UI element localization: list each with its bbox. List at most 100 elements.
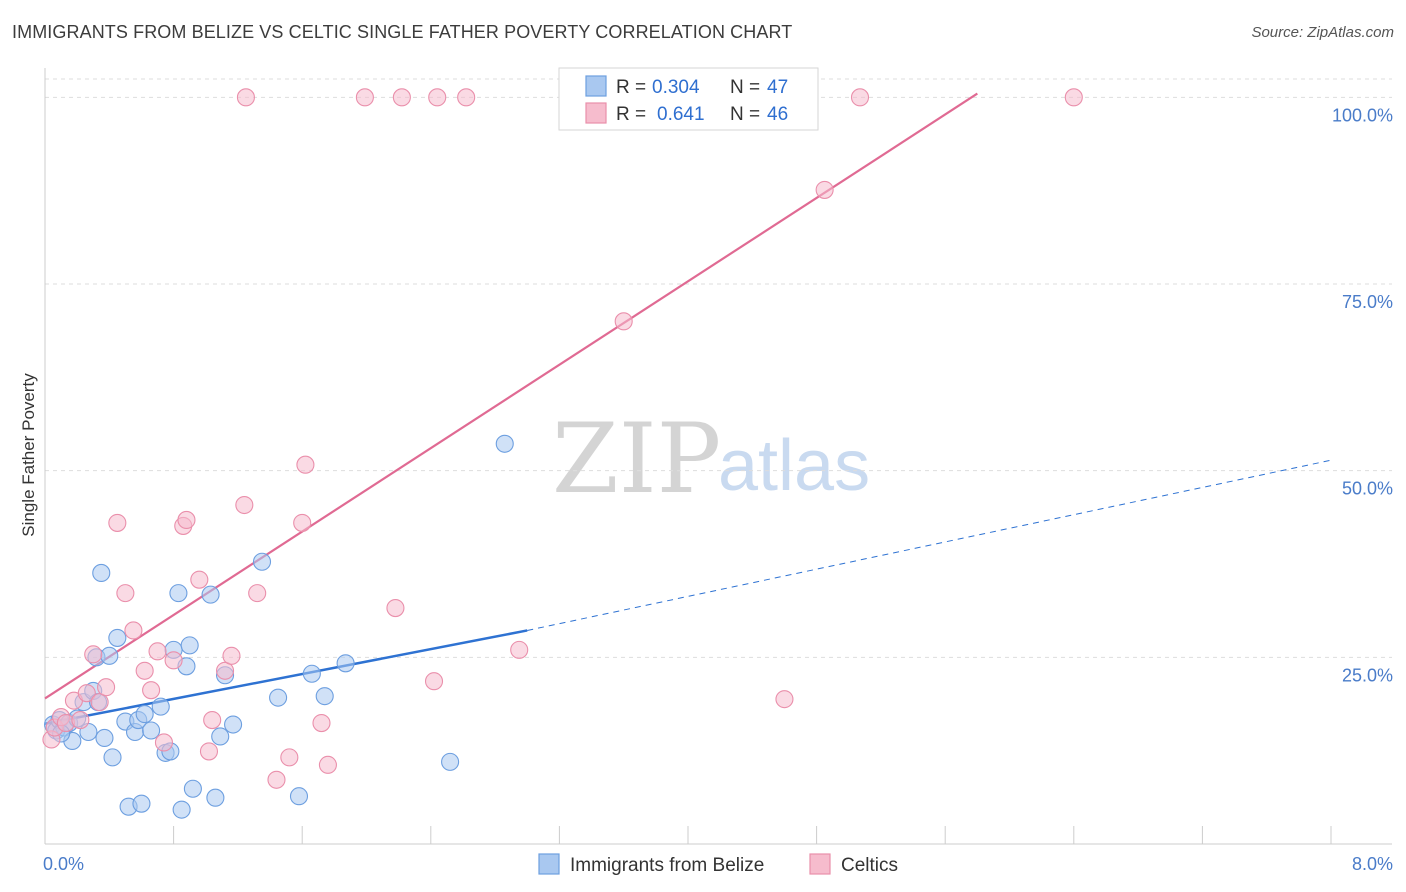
- legend-swatch-belize: [585, 75, 607, 97]
- point-celtics-21: [199, 742, 219, 761]
- legend-r-value-belize: 0.304: [652, 77, 700, 98]
- point-celtics-25: [235, 495, 254, 515]
- series-name-celtics: Celtics: [841, 855, 898, 876]
- point-celtics-40: [355, 88, 374, 107]
- point-celtics-43: [457, 88, 476, 107]
- point-belize-39: [289, 787, 309, 806]
- series-swatch-celtics: [809, 853, 831, 875]
- point-belize-44: [495, 434, 514, 453]
- point-belize-31: [183, 779, 202, 798]
- point-celtics-16: [154, 733, 174, 752]
- point-celtics-17: [164, 651, 183, 670]
- point-belize-43: [441, 752, 460, 771]
- point-belize-13: [95, 728, 114, 748]
- point-belize-41: [315, 687, 334, 706]
- legend-r-label-belize: R =: [616, 77, 646, 98]
- trend-line-celtics: [44, 92, 978, 700]
- point-celtics-29: [293, 513, 312, 532]
- point-celtics-13: [135, 661, 154, 680]
- point-celtics-30: [296, 455, 315, 474]
- point-belize-28: [172, 800, 191, 819]
- x-tick-label-1: 8.0%: [1352, 854, 1393, 874]
- point-celtics-5: [71, 711, 90, 730]
- y-tick-label-3: 100.0%: [1332, 105, 1393, 125]
- point-belize-14: [100, 646, 119, 665]
- point-belize-32: [201, 585, 220, 604]
- series-legend: Immigrants from Belize Celtics: [538, 853, 898, 876]
- point-celtics-24: [222, 646, 241, 665]
- point-belize-16: [108, 628, 127, 647]
- point-celtics-35: [510, 640, 529, 659]
- legend-n-label-belize: N =: [730, 77, 760, 98]
- source-label: Source: ZipAtlas.com: [1251, 24, 1394, 41]
- point-celtics-36: [614, 312, 633, 331]
- point-celtics-23: [215, 661, 235, 680]
- point-belize-30: [180, 636, 199, 655]
- y-tick-label-1: 50.0%: [1342, 479, 1393, 499]
- series-swatch-belize: [538, 853, 560, 875]
- point-belize-22: [142, 721, 161, 740]
- point-belize-21: [135, 705, 154, 724]
- data-points: [42, 88, 1083, 819]
- watermark-zip: ZIP: [552, 403, 721, 515]
- legend-r-value-celtics: 0.641: [657, 104, 705, 125]
- point-celtics-39: [236, 88, 255, 107]
- legend-n-value-belize: 47: [767, 77, 788, 98]
- point-celtics-10: [108, 513, 127, 532]
- legend-n-label-celtics: N =: [730, 104, 760, 125]
- point-belize-27: [169, 584, 188, 603]
- chart-title: IMMIGRANTS FROM BELIZE VS CELTIC SINGLE …: [12, 22, 793, 42]
- legend-n-value-celtics: 46: [767, 104, 788, 125]
- point-celtics-31: [312, 713, 331, 733]
- y-axis-label: Single Father Poverty: [19, 373, 38, 537]
- point-celtics-28: [280, 748, 299, 767]
- point-celtics-11: [116, 584, 135, 603]
- point-celtics-7: [84, 645, 103, 664]
- point-celtics-19: [177, 510, 196, 529]
- tick-labels: 25.0% 50.0% 75.0% 100.0% 0.0% 8.0%: [43, 105, 1393, 874]
- point-belize-33: [206, 788, 225, 807]
- point-belize-40: [302, 664, 321, 683]
- point-belize-37: [252, 552, 272, 571]
- point-celtics-14: [142, 681, 161, 700]
- series-name-belize: Immigrants from Belize: [570, 855, 764, 876]
- point-celtics-45: [1064, 88, 1083, 107]
- point-celtics-20: [190, 570, 209, 589]
- point-celtics-34: [424, 672, 444, 691]
- point-belize-15: [103, 748, 122, 767]
- grid-lines: [45, 78, 1392, 658]
- correlation-legend: R = 0.304 N = 47 R = 0.641 N = 46: [558, 67, 819, 131]
- point-belize-34: [211, 727, 230, 746]
- point-celtics-26: [248, 584, 267, 603]
- point-belize-38: [269, 688, 288, 707]
- point-celtics-27: [267, 770, 286, 789]
- point-celtics-37: [775, 690, 794, 709]
- point-celtics-33: [386, 599, 405, 618]
- axes: [44, 68, 1392, 845]
- point-belize-23: [151, 697, 170, 716]
- y-tick-label-2: 75.0%: [1342, 292, 1393, 312]
- point-celtics-12: [124, 621, 143, 640]
- point-celtics-9: [97, 678, 116, 697]
- watermark-atlas: atlas: [718, 426, 870, 506]
- point-celtics-41: [392, 88, 411, 107]
- point-celtics-38: [815, 180, 834, 199]
- point-celtics-22: [203, 711, 222, 730]
- point-celtics-15: [148, 642, 167, 661]
- point-belize-42: [336, 654, 355, 673]
- point-celtics-32: [318, 755, 337, 774]
- point-celtics-6: [77, 684, 96, 703]
- point-celtics-44: [850, 88, 870, 107]
- legend-swatch-celtics: [585, 102, 607, 124]
- x-tick-label-0: 0.0%: [43, 854, 84, 874]
- point-celtics-8: [90, 693, 109, 712]
- point-belize-12: [92, 563, 111, 583]
- point-belize-36: [224, 715, 243, 734]
- trend-line-belize-extension: [527, 459, 1332, 631]
- trend-line-belize: [44, 629, 528, 726]
- legend-r-label-celtics: R =: [616, 104, 646, 125]
- y-tick-label-0: 25.0%: [1342, 665, 1393, 685]
- point-belize-46: [132, 794, 151, 813]
- point-celtics-42: [428, 88, 447, 107]
